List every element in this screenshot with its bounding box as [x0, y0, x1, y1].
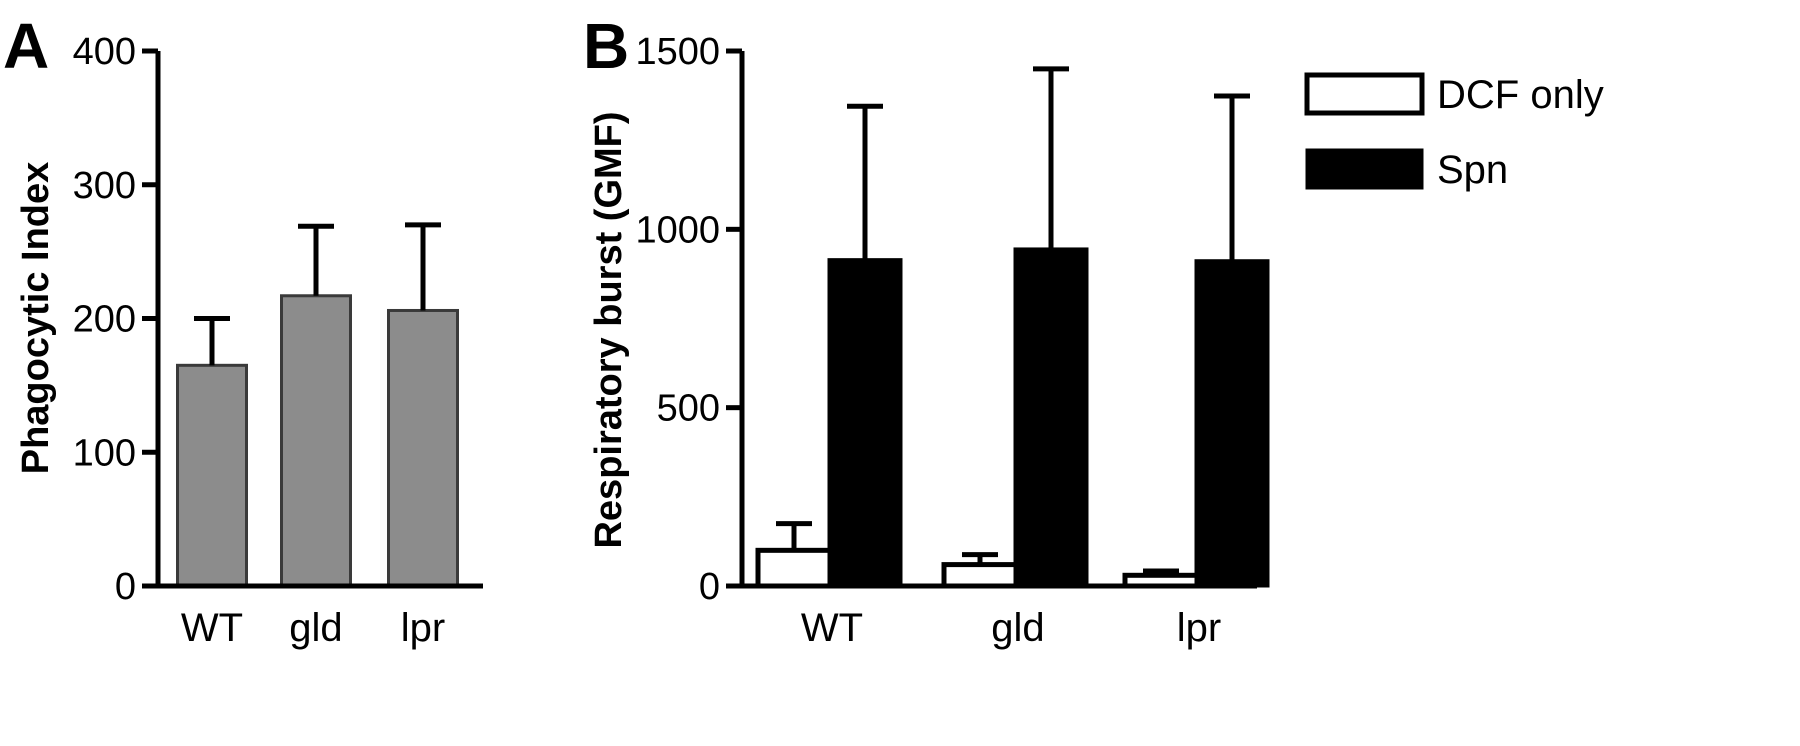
y-tick-label: 400: [73, 31, 136, 73]
bar: [827, 258, 903, 588]
panel-b-x-labels: WT gld lpr: [801, 606, 1221, 650]
panel-a-y-ticks: 0 100 200 300 400: [73, 31, 158, 608]
bar: [1013, 247, 1089, 588]
panel-a-x-labels: WT gld lpr: [181, 606, 445, 650]
panel-a-y-label: Phagocytic Index: [15, 162, 57, 475]
bar: [1194, 259, 1270, 588]
panel-a-error-bars: [194, 222, 441, 366]
panel-b: B 0 500 1000 1500 WT gld lpr Respiratory burs…: [583, 10, 1604, 650]
y-tick-label: 100: [73, 432, 136, 474]
panel-b-y-ticks: 0 500 1000 1500: [635, 31, 742, 608]
bar: [941, 562, 1019, 589]
panel-b-y-label: Respiratory burst (GMF): [588, 111, 630, 548]
legend-swatch: [1305, 148, 1424, 190]
panel-b-error-bars: [776, 66, 1250, 576]
x-tick-label: WT: [801, 606, 863, 650]
legend-swatch: [1304, 72, 1425, 116]
y-tick-label: 1500: [635, 31, 720, 73]
bar: [280, 294, 352, 588]
x-tick-label: gld: [289, 606, 342, 650]
panel-b-legend: DCF only Spn: [1304, 72, 1604, 192]
legend-label: DCF only: [1437, 73, 1604, 117]
bar: [755, 547, 833, 589]
panel-b-letter: B: [583, 10, 629, 82]
x-tick-label: gld: [991, 606, 1044, 650]
panel-a: A 0 100 200 300 400 WT gld lpr Phagocytic Inde…: [3, 10, 483, 650]
y-tick-label: 500: [657, 388, 720, 430]
bar: [176, 363, 248, 588]
x-tick-label: lpr: [401, 606, 445, 650]
bar: [387, 308, 459, 588]
panel-a-bars: [176, 294, 459, 588]
y-tick-label: 300: [73, 165, 136, 207]
panel-a-letter: A: [3, 10, 49, 82]
y-tick-label: 1000: [635, 209, 720, 251]
y-tick-label: 0: [699, 566, 720, 608]
legend-label: Spn: [1437, 148, 1508, 192]
panel-b-bars: [755, 247, 1270, 589]
x-tick-label: WT: [181, 606, 243, 650]
x-tick-label: lpr: [1177, 606, 1221, 650]
y-tick-label: 0: [115, 566, 136, 608]
y-tick-label: 200: [73, 299, 136, 341]
